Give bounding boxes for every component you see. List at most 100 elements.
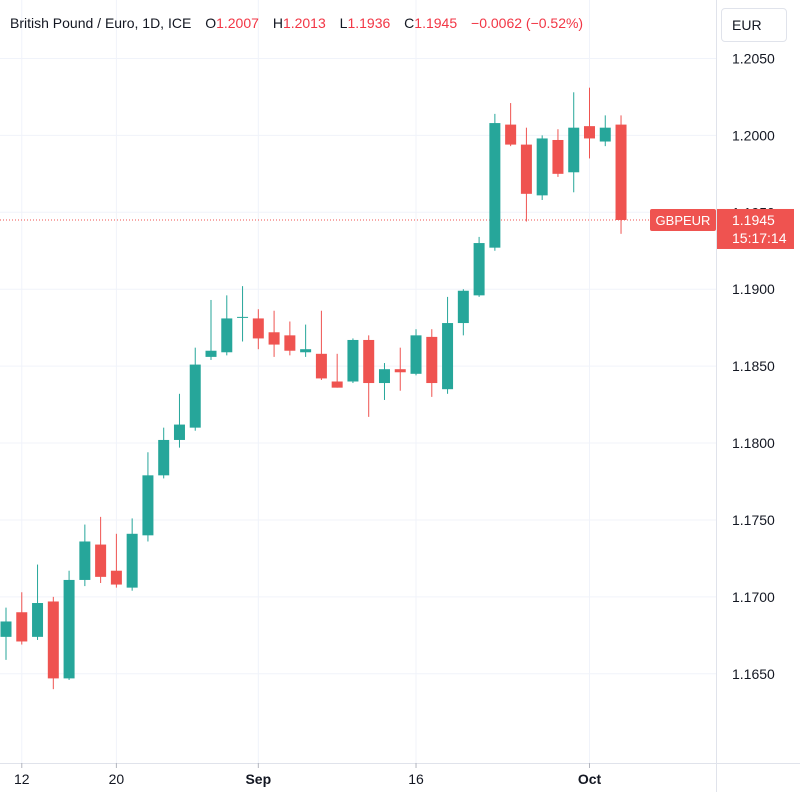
candle-up — [237, 286, 249, 342]
candles-layer — [0, 87, 627, 690]
high-value: 1.2013 — [282, 15, 326, 31]
candle-body — [0, 621, 12, 637]
y-tick-label: 1.1750 — [732, 512, 775, 528]
y-tick-label: 1.2050 — [732, 50, 775, 66]
x-tick-label: 20 — [109, 771, 125, 787]
candle-body — [615, 124, 627, 220]
candle-down — [426, 329, 438, 397]
x-tick-label: 12 — [14, 771, 30, 787]
candle-body — [473, 243, 485, 296]
candle-body — [315, 353, 327, 379]
candle-body — [284, 335, 296, 351]
candle-down — [520, 127, 532, 222]
price-tag: GBPEUR 1.1945 15:17:14 — [650, 208, 794, 249]
close-label: C — [404, 15, 415, 31]
candle-down — [95, 516, 107, 584]
candle-body — [221, 318, 233, 353]
candle-body — [252, 318, 264, 339]
x-axis-ticks: 12 20 Sep 16 Oct — [14, 763, 602, 787]
candle-body — [552, 139, 564, 174]
candle-body — [110, 570, 122, 585]
candle-body — [410, 335, 422, 374]
x-tick-label: 16 — [408, 771, 424, 787]
candle-up — [205, 299, 217, 360]
candle-body — [16, 612, 28, 642]
candle-down — [284, 321, 296, 356]
candle-down — [615, 115, 627, 234]
candle-down — [583, 87, 595, 159]
candle-down — [552, 129, 564, 177]
candle-body — [426, 336, 438, 384]
y-axis-ticks: 1.1650 1.1700 1.1750 1.1800 1.1850 1.1900 1.19… — [732, 50, 775, 681]
symbol-title: British Pound / Euro, 1D, ICE — [10, 15, 192, 31]
candle-body — [32, 603, 44, 637]
candle-body — [378, 369, 390, 384]
candle-up — [32, 564, 44, 640]
candle-down — [331, 353, 343, 388]
candle-up — [221, 295, 233, 356]
y-tick-label: 1.1700 — [732, 589, 775, 605]
candle-down — [363, 335, 375, 417]
symbol-tag-text: GBPEUR — [656, 213, 711, 228]
candle-up — [300, 324, 312, 357]
candle-body — [237, 316, 249, 318]
candle-up — [536, 135, 548, 200]
candle-up — [568, 92, 580, 193]
last-price-tag — [717, 208, 794, 249]
candle-up — [126, 518, 138, 591]
candle-body — [158, 439, 170, 476]
candle-body — [505, 124, 517, 145]
candle-body — [268, 332, 280, 345]
candle-down — [47, 596, 59, 690]
candle-up — [410, 329, 422, 376]
candle-up — [63, 570, 75, 680]
y-tick-label: 1.1800 — [732, 435, 775, 451]
candle-body — [63, 579, 75, 679]
candle-body — [189, 364, 201, 428]
candle-body — [142, 475, 154, 536]
candle-body — [583, 126, 595, 139]
candle-up — [0, 607, 12, 660]
candle-down — [268, 310, 280, 357]
candle-body — [173, 424, 185, 440]
candle-up — [489, 113, 501, 251]
candle-body — [457, 290, 469, 324]
high-label: H — [272, 15, 283, 31]
x-tick-label: Oct — [578, 771, 602, 787]
candle-body — [568, 127, 580, 173]
candle-down — [252, 309, 264, 350]
candle-body — [520, 144, 532, 194]
candle-body — [347, 339, 359, 382]
candle-body — [442, 323, 454, 390]
candle-up — [378, 363, 390, 400]
candle-body — [79, 541, 91, 580]
candle-down — [394, 347, 406, 391]
low-value: 1.1936 — [347, 15, 391, 31]
candle-body — [394, 369, 406, 373]
candle-up — [142, 452, 154, 542]
candle-body — [300, 349, 312, 353]
candle-down — [505, 103, 517, 147]
y-tick-label: 1.2000 — [732, 127, 775, 143]
change-value: −0.0062 (−0.52%) — [471, 15, 584, 31]
candle-up — [189, 347, 201, 431]
candle-up — [79, 524, 91, 587]
candle-body — [126, 533, 138, 588]
candle-body — [47, 601, 59, 679]
candle-down — [315, 310, 327, 380]
currency-button[interactable]: EUR — [721, 8, 787, 42]
candle-up — [442, 296, 454, 394]
open-label: O — [205, 15, 217, 31]
candle-up — [599, 115, 611, 147]
candle-body — [599, 127, 611, 142]
low-label: L — [339, 15, 348, 31]
y-tick-label: 1.1850 — [732, 358, 775, 374]
candle-body — [331, 381, 343, 388]
candle-up — [457, 289, 469, 336]
candle-down — [16, 592, 28, 645]
candle-down — [110, 533, 122, 588]
close-value: 1.1945 — [414, 15, 458, 31]
countdown-value: 15:17:14 — [732, 230, 787, 246]
